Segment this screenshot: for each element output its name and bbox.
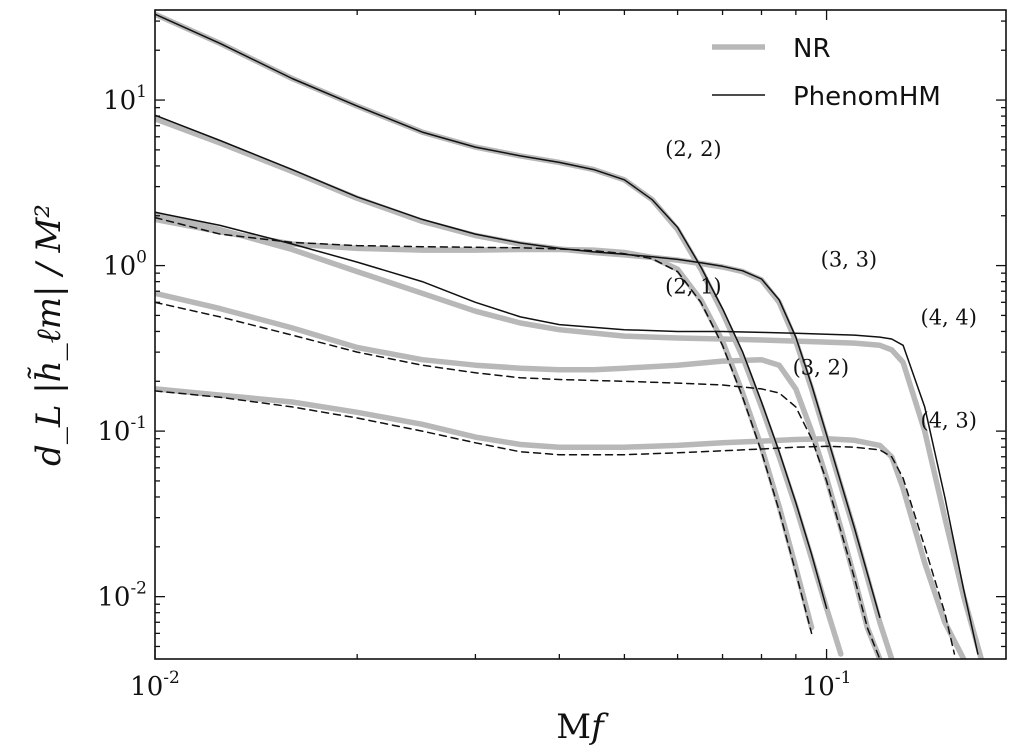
legend-label-nr: NR bbox=[793, 34, 831, 64]
plot-frame bbox=[154, 9, 1007, 660]
y-axis-title-text: d_L |h̃_ℓm| / M² bbox=[28, 204, 69, 466]
y-tick-label: 100 bbox=[103, 248, 147, 282]
series-phenomhm-3-3 bbox=[155, 114, 881, 619]
legend: NR PhenomHM bbox=[712, 34, 941, 112]
y-tick-label: 10-2 bbox=[97, 579, 147, 613]
series-phenomhm-2-1 bbox=[155, 216, 813, 635]
mode-label: (4, 4) bbox=[921, 306, 977, 330]
series-nr-4-4 bbox=[155, 211, 985, 659]
x-tick-label: 10-2 bbox=[130, 668, 180, 702]
mode-label: (2, 1) bbox=[665, 274, 721, 298]
series-phenomhm-3-2 bbox=[155, 301, 881, 659]
series-phenomhm-4-4 bbox=[155, 211, 979, 655]
x-axis-title: Mf bbox=[556, 707, 609, 747]
series-nr-2-2 bbox=[155, 11, 844, 657]
mode-label: (4, 3) bbox=[921, 409, 977, 433]
x-tick-label: 10-1 bbox=[802, 668, 852, 702]
y-tick-label: 101 bbox=[103, 82, 147, 116]
legend-label-phenomhm: PhenomHM bbox=[793, 82, 941, 112]
ticks-layer: 10-2 10-1 10-2 10-1 100 101 bbox=[97, 10, 1006, 702]
series-nr-3-3 bbox=[155, 116, 895, 659]
y-axis-title: d_L |h̃_ℓm| / M² bbox=[28, 204, 69, 466]
series-nr-3-2 bbox=[155, 290, 883, 659]
mode-label: (3, 3) bbox=[821, 247, 877, 271]
annotations-layer: (2, 2) (3, 3) (2, 1) (4, 4) (3, 2) (4, 3) bbox=[665, 137, 977, 433]
series-phenomhm-4-3 bbox=[155, 390, 956, 655]
curves-layer bbox=[155, 11, 985, 659]
y-tick-label: 10-1 bbox=[97, 413, 147, 447]
mode-label: (3, 2) bbox=[793, 355, 849, 379]
mode-label: (2, 2) bbox=[665, 137, 721, 161]
series-phenomhm-2-2 bbox=[155, 13, 828, 610]
series-nr-2-1 bbox=[155, 216, 815, 631]
series-nr-4-3 bbox=[155, 386, 967, 659]
